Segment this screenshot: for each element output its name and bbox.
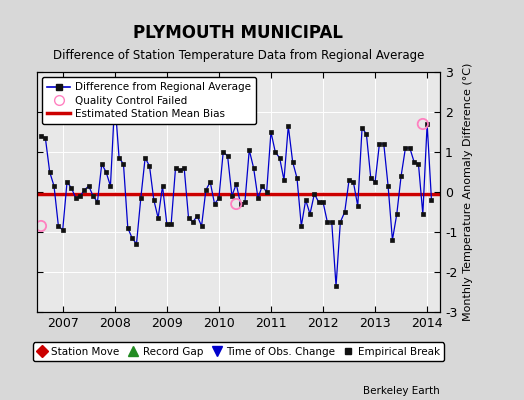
Point [37,223,45,229]
Point [232,201,241,207]
Text: PLYMOUTH MUNICIPAL: PLYMOUTH MUNICIPAL [134,24,343,42]
Legend: Difference from Regional Average, Quality Control Failed, Estimated Station Mean: Difference from Regional Average, Qualit… [42,77,256,124]
Legend: Station Move, Record Gap, Time of Obs. Change, Empirical Break: Station Move, Record Gap, Time of Obs. C… [32,342,444,361]
Y-axis label: Monthly Temperature Anomaly Difference (°C): Monthly Temperature Anomaly Difference (… [463,63,473,321]
Text: Difference of Station Temperature Data from Regional Average: Difference of Station Temperature Data f… [53,49,424,62]
Point [419,121,427,127]
Text: Berkeley Earth: Berkeley Earth [364,386,440,396]
